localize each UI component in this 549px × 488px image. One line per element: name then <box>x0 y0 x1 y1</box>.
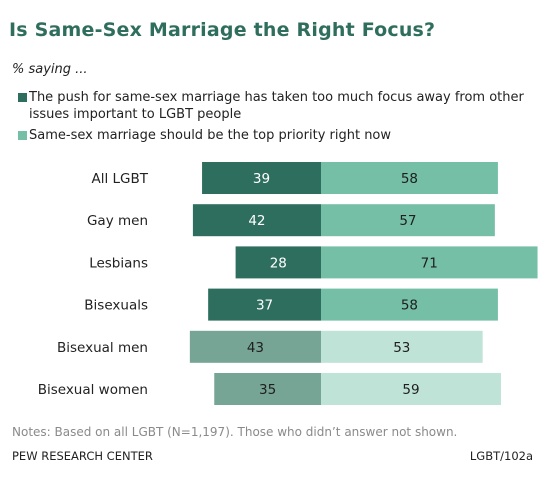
bar-top-priority-lesbians <box>321 246 538 279</box>
bar-focus-away-bisexuals <box>208 288 321 321</box>
bar-top-priority-all-lgbt <box>321 162 498 194</box>
value-label-focus-away-bisexual-women: 35 <box>259 382 276 398</box>
value-label-focus-away-lesbians: 28 <box>270 255 287 271</box>
value-label-top-priority-bisexual-women: 59 <box>402 382 419 398</box>
legend-label-focus-away: The push for same-sex marriage has taken… <box>29 90 524 122</box>
category-label-bisexuals: Bisexuals <box>84 298 148 314</box>
bar-focus-away-lesbians <box>235 246 321 279</box>
diverging-bar-chart: All LGBT 39 58 Gay men 42 57 Lesbians 28 71 Bisex… <box>38 162 538 405</box>
bar-focus-away-bisexual-men <box>189 330 321 363</box>
bar-focus-away-bisexual-women <box>214 373 321 405</box>
value-label-top-priority-gay-men: 57 <box>399 213 416 229</box>
bar-top-priority-bisexuals <box>321 288 498 321</box>
bar-top-priority-bisexual-men <box>321 330 483 363</box>
value-label-top-priority-all-lgbt: 58 <box>401 171 418 187</box>
chart-subtitle: % saying ... <box>12 62 88 77</box>
bar-top-priority-gay-men <box>321 204 495 237</box>
chart-notes: Notes: Based on all LGBT (N=1,197). Thos… <box>12 425 458 439</box>
value-label-top-priority-bisexuals: 58 <box>401 298 418 314</box>
legend-label-top-priority: Same-sex marriage should be the top prio… <box>29 128 392 143</box>
category-label-gay-men: Gay men <box>87 213 148 229</box>
value-label-focus-away-all-lgbt: 39 <box>253 171 270 187</box>
legend-swatch-focus-away <box>18 93 27 102</box>
legend-item-focus-away: The push for same-sex marriage has taken… <box>18 89 543 123</box>
value-label-focus-away-bisexual-men: 43 <box>247 340 264 356</box>
value-label-top-priority-bisexual-men: 53 <box>393 340 410 356</box>
category-label-bisexual-women: Bisexual women <box>38 382 148 398</box>
legend: The push for same-sex marriage has taken… <box>18 89 543 144</box>
bar-focus-away-all-lgbt <box>202 162 321 194</box>
chart-code: LGBT/102a <box>469 449 533 463</box>
legend-item-top-priority: Same-sex marriage should be the top prio… <box>18 127 543 144</box>
category-label-all-lgbt: All LGBT <box>91 171 148 187</box>
chart-title: Is Same-Sex Marriage the Right Focus? <box>9 19 436 41</box>
source-credit: PEW RESEARCH CENTER <box>12 449 153 463</box>
category-label-bisexual-men: Bisexual men <box>57 340 148 356</box>
legend-swatch-top-priority <box>18 131 27 140</box>
bar-top-priority-bisexual-women <box>321 373 501 405</box>
bar-focus-away-gay-men <box>192 204 321 237</box>
category-label-lesbians: Lesbians <box>89 255 148 271</box>
value-label-top-priority-lesbians: 71 <box>421 255 438 271</box>
value-label-focus-away-bisexuals: 37 <box>256 298 273 314</box>
value-label-focus-away-gay-men: 42 <box>248 213 265 229</box>
